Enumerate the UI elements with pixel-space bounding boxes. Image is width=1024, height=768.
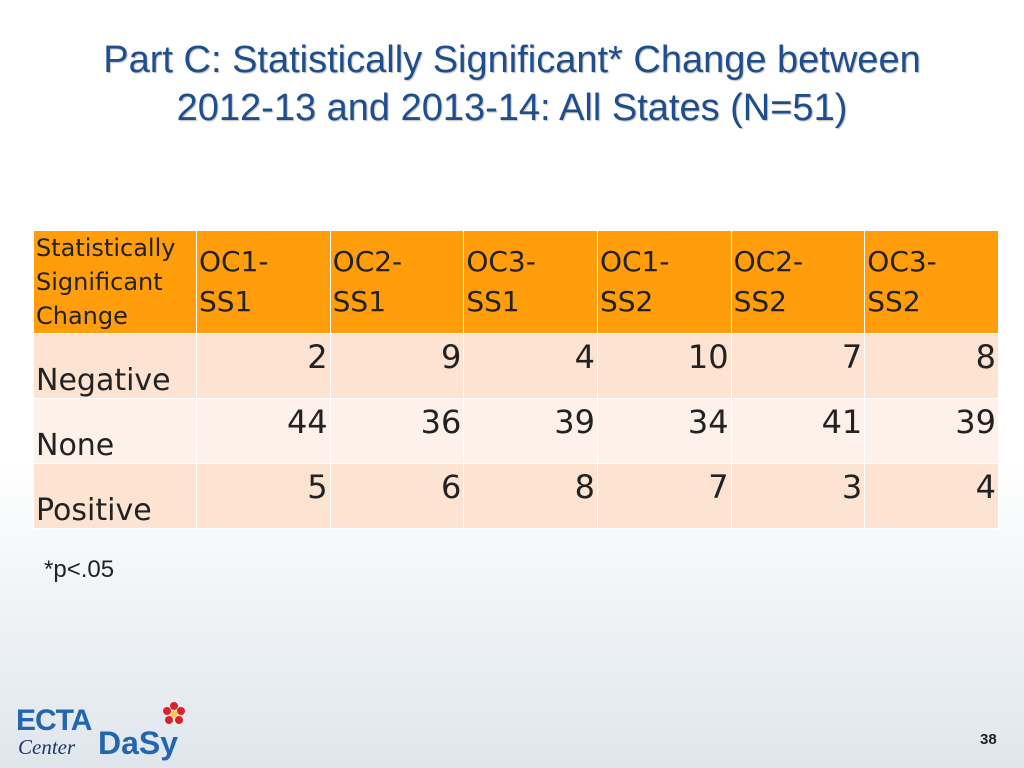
corner-header-line: Significant xyxy=(36,268,163,296)
table-cell: 34 xyxy=(596,398,732,464)
row-label: Negative xyxy=(33,333,197,399)
column-header-oc3-ss2: OC3- SS2 xyxy=(864,230,999,334)
column-header-line: SS1 xyxy=(466,285,520,318)
column-header-oc1-ss1: OC1- SS1 xyxy=(196,230,331,334)
table-cell: 8 xyxy=(864,333,999,399)
table-row-positive: Positive 5 6 8 7 3 4 xyxy=(33,463,999,529)
significance-table: Statistically Significant Change OC1- SS… xyxy=(33,230,999,529)
table-cell: 39 xyxy=(463,398,598,464)
column-header-line: SS2 xyxy=(867,285,921,318)
slide-title-line-1: Part C: Statistically Significant* Chang… xyxy=(103,39,921,81)
center-logo-text: Center xyxy=(18,735,76,759)
table-header-row: Statistically Significant Change OC1- SS… xyxy=(33,230,999,334)
page-number: 38 xyxy=(980,731,997,748)
column-header-oc2-ss1: OC2- SS1 xyxy=(329,230,465,334)
ecta-logo-text: ECTA xyxy=(16,704,92,737)
column-header-line: SS1 xyxy=(332,285,387,318)
corner-header-line: Statistically xyxy=(36,234,176,262)
column-header-oc2-ss2: OC2- SS2 xyxy=(730,230,866,334)
table-row-negative: Negative 2 9 4 10 7 8 xyxy=(33,333,999,399)
column-header-line: OC3- xyxy=(867,245,937,278)
column-header-line: OC2- xyxy=(733,245,804,278)
table-cell: 3 xyxy=(730,463,866,529)
column-header-line: OC3- xyxy=(466,245,536,278)
table-cell: 10 xyxy=(596,333,732,399)
corner-header-line: Change xyxy=(36,302,128,330)
table-cell: 5 xyxy=(196,463,331,529)
table-cell: 7 xyxy=(730,333,866,399)
column-header-line: SS2 xyxy=(733,285,787,318)
flower-icon xyxy=(163,702,185,724)
column-header-line: OC1- xyxy=(199,245,269,278)
column-header-line: OC1- xyxy=(599,245,670,278)
slide-title-line-2: 2012-13 and 2013-14: All States (N=51) xyxy=(176,87,848,129)
table-cell: 8 xyxy=(463,463,598,529)
row-label: Positive xyxy=(33,463,197,529)
dasy-logo-text: DaSy xyxy=(98,725,178,761)
column-header-oc3-ss1: OC3- SS1 xyxy=(463,230,598,334)
table-cell: 39 xyxy=(864,398,999,464)
column-header-line: SS2 xyxy=(599,285,654,318)
column-header-oc1-ss2: OC1- SS2 xyxy=(596,230,732,334)
table-cell: 36 xyxy=(329,398,465,464)
table-cell: 7 xyxy=(596,463,732,529)
table-cell: 41 xyxy=(730,398,866,464)
column-header-line: OC2- xyxy=(332,245,403,278)
table-cell: 9 xyxy=(329,333,465,399)
table-cell: 44 xyxy=(196,398,331,464)
significance-footnote: *p<.05 xyxy=(44,556,115,583)
table-cell: 2 xyxy=(196,333,331,399)
table-row-none: None 44 36 39 34 41 39 xyxy=(33,398,999,464)
row-label: None xyxy=(33,398,197,464)
table-cell: 4 xyxy=(463,333,598,399)
corner-header: Statistically Significant Change xyxy=(33,230,197,334)
slide-title: Part C: Statistically Significant* Chang… xyxy=(0,36,1024,132)
column-header-line: SS1 xyxy=(199,285,253,318)
table-cell: 6 xyxy=(329,463,465,529)
table-cell: 4 xyxy=(864,463,999,529)
ecta-dasy-logo: ECTA Center DaSy xyxy=(16,702,185,761)
